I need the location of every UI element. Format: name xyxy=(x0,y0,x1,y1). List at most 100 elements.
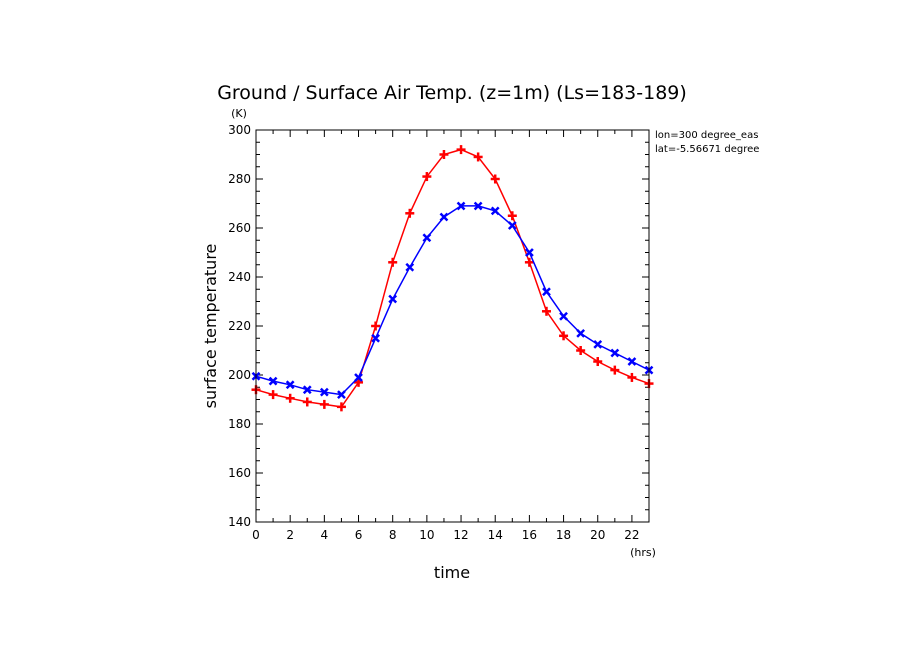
x-tick-label: 4 xyxy=(321,528,329,542)
marker-stroke xyxy=(302,385,312,395)
series-0-point xyxy=(371,321,381,331)
marker-stroke xyxy=(456,201,466,211)
series-0-point xyxy=(268,390,278,400)
marker-stroke xyxy=(525,248,534,257)
series-1-point xyxy=(542,287,551,297)
x-tick-label: 10 xyxy=(419,528,434,542)
y-axis-label: surface temperature xyxy=(201,244,220,409)
y-tick-label: 140 xyxy=(228,515,251,529)
marker-stroke xyxy=(388,294,398,304)
series-1-point xyxy=(268,376,278,386)
series-0-point xyxy=(319,399,329,409)
marker-stroke xyxy=(627,357,637,366)
marker-stroke xyxy=(285,380,295,390)
series-1-point xyxy=(302,385,312,395)
x-tick-label: 8 xyxy=(389,528,397,542)
marker-stroke xyxy=(542,287,551,297)
y-tick-label: 220 xyxy=(228,319,251,333)
series-1-point xyxy=(610,348,620,358)
series-1-point xyxy=(337,390,346,399)
series-1-point xyxy=(490,206,500,216)
series-1-point xyxy=(525,248,534,257)
series-1-point xyxy=(285,380,295,390)
marker-stroke xyxy=(371,333,380,343)
series-0-point xyxy=(285,393,295,403)
series-0-point xyxy=(388,257,398,267)
x-axis-unit: (hrs) xyxy=(630,546,656,559)
series-1-point xyxy=(473,201,483,211)
y-tick-label: 280 xyxy=(228,172,251,186)
marker-stroke xyxy=(610,348,620,358)
x-tick-label: 14 xyxy=(488,528,503,542)
series-0-point xyxy=(405,208,415,218)
axis-ticks: 140 160 180 200 220 240 260 280 300 0 2 4 6 8 10 12 14 16… xyxy=(228,123,650,542)
series-0-point xyxy=(473,152,483,162)
x-tick-label: 20 xyxy=(590,528,605,542)
series-1-point xyxy=(559,311,568,321)
series-0-point xyxy=(456,145,466,155)
series-0-point xyxy=(593,357,603,367)
marker-stroke xyxy=(354,373,363,382)
series-1-line xyxy=(255,205,650,396)
x-tick-label: 6 xyxy=(355,528,363,542)
series-1-point xyxy=(627,357,637,366)
series-0-point xyxy=(439,150,449,159)
series-0-line xyxy=(255,148,650,408)
marker-stroke xyxy=(337,390,346,399)
plot-frame xyxy=(255,129,650,523)
annotation-latitude: lat=-5.56671 degree xyxy=(655,144,759,155)
y-tick-label: 300 xyxy=(228,123,251,137)
x-tick-label: 12 xyxy=(453,528,468,542)
series-0-point xyxy=(507,211,517,221)
x-tick-label: 0 xyxy=(252,528,260,542)
series-1-point xyxy=(593,339,603,349)
series-0-point xyxy=(490,174,500,184)
y-tick-label: 260 xyxy=(228,221,251,235)
series-0-point xyxy=(354,377,364,387)
x-tick-label: 2 xyxy=(286,528,294,542)
series-1-point xyxy=(354,373,363,382)
series-0-point xyxy=(576,346,586,355)
x-tick-label: 18 xyxy=(556,528,571,542)
series-1-point xyxy=(439,212,449,222)
x-tick-label: 22 xyxy=(624,528,639,542)
marker-stroke xyxy=(490,206,500,216)
marker-stroke xyxy=(507,221,517,230)
series-0-point xyxy=(422,172,432,182)
series-0-point xyxy=(541,306,551,316)
y-tick-label: 180 xyxy=(228,417,251,431)
series-0-point xyxy=(302,397,312,407)
marker-stroke xyxy=(576,328,586,338)
series-1-point xyxy=(507,221,517,230)
series-1-point xyxy=(576,328,586,338)
y-tick-label: 160 xyxy=(228,466,251,480)
marker-stroke xyxy=(422,233,432,243)
marker-stroke xyxy=(405,262,415,272)
marker-stroke xyxy=(593,339,603,349)
series-0-point xyxy=(524,257,534,267)
marker-stroke xyxy=(439,212,449,222)
series-0-point xyxy=(336,402,346,412)
series-0-point xyxy=(559,331,569,341)
x-tick-label: 16 xyxy=(522,528,537,542)
series-1-point xyxy=(405,262,415,272)
annotation-longitude: lon=300 degree_eas xyxy=(655,130,758,141)
marker-stroke xyxy=(473,201,483,211)
y-axis-unit: (K) xyxy=(231,107,247,120)
x-axis-label: time xyxy=(434,563,470,582)
series-0-point xyxy=(627,372,637,382)
y-tick-label: 240 xyxy=(228,270,251,284)
series-1-point xyxy=(422,233,432,243)
y-tick-label: 200 xyxy=(228,368,251,382)
chart-title: Ground / Surface Air Temp. (z=1m) (Ls=18… xyxy=(217,82,687,104)
series-group xyxy=(251,145,654,412)
marker-stroke xyxy=(319,387,329,397)
marker-stroke xyxy=(268,376,278,386)
series-1-point xyxy=(371,333,380,343)
series-1-point xyxy=(388,294,398,304)
marker-stroke xyxy=(559,311,568,321)
series-1-point xyxy=(319,387,329,397)
series-0-point xyxy=(610,365,620,375)
